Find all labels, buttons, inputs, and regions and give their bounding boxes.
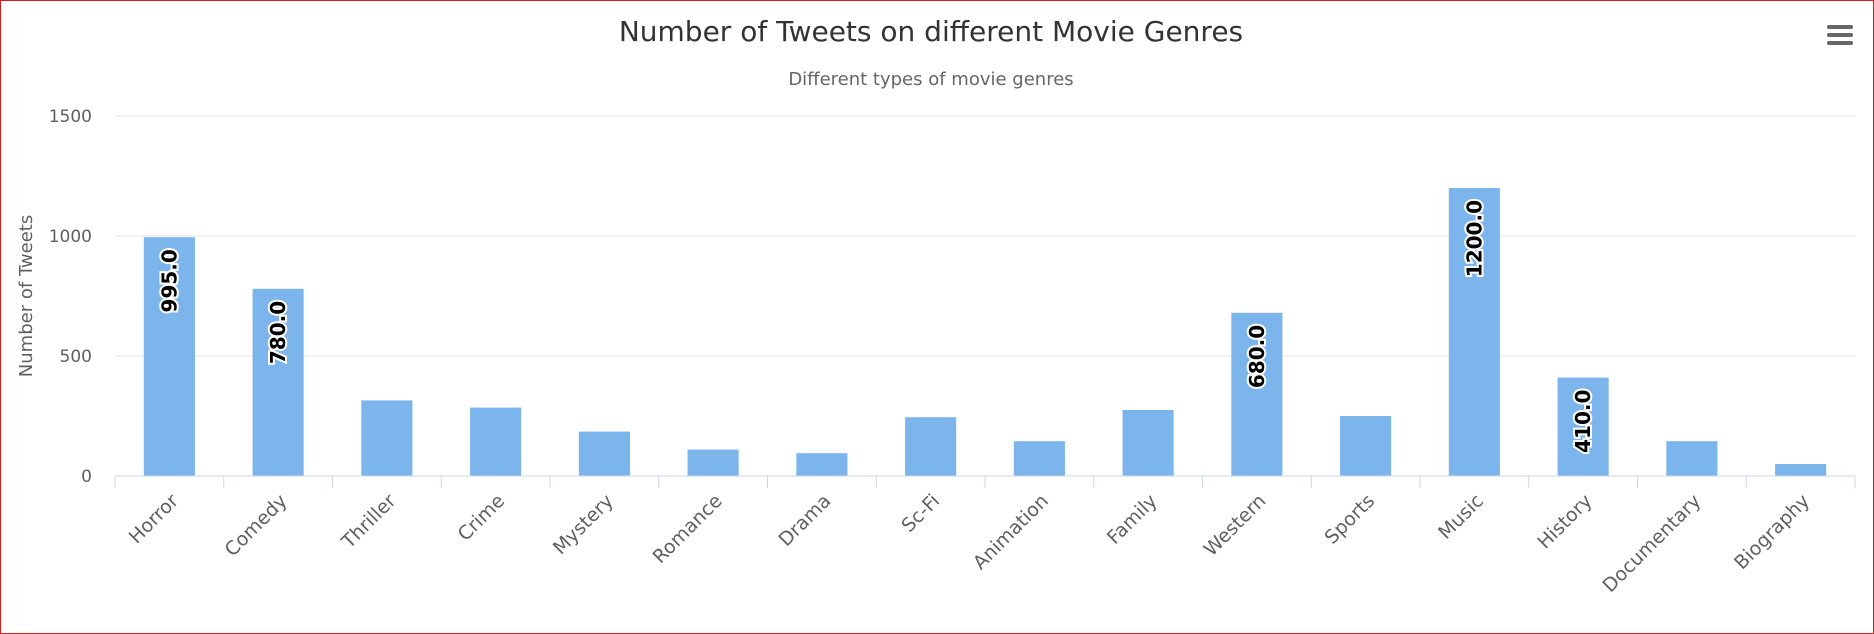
bar-comedy[interactable] [252,288,304,476]
hamburger-menu-icon[interactable] [1825,23,1855,49]
bar-drama[interactable] [796,453,848,476]
x-tick-label: Crime [454,490,510,546]
bar-biography[interactable] [1775,464,1827,476]
y-tick-label: 500 [60,347,92,367]
y-tick-label: 0 [81,467,92,487]
data-label: 780.0 [266,301,290,364]
bar-thriller[interactable] [361,400,413,476]
bar-history[interactable] [1557,377,1609,476]
y-tick-label: 1500 [49,107,92,127]
bar-family[interactable] [1122,410,1174,476]
bar-crime[interactable] [470,407,522,476]
bars [143,188,1827,476]
chart-title: Number of Tweets on different Movie Genr… [619,15,1243,48]
chart-subtitle: Different types of movie genres [788,69,1073,90]
x-tick-label: Drama [774,490,835,551]
x-tick-label: Animation [969,490,1053,574]
x-tick-label: Sc-Fi [897,490,944,537]
data-label: 410.0 [1571,390,1595,453]
bar-sc-fi[interactable] [905,417,957,476]
x-tick-label: History [1533,490,1596,553]
x-tick-label: Mystery [549,490,618,559]
x-tick-label: Thriller [337,490,401,554]
x-tick-label: Western [1200,490,1271,561]
x-tick-label: Documentary [1599,490,1706,597]
bar-sports[interactable] [1340,416,1392,476]
data-label: 1200.0 [1462,200,1486,277]
data-label: 995.0 [157,249,181,312]
x-tick-label: Biography [1730,490,1814,574]
y-tick-label: 1000 [49,227,92,247]
grid-lines [115,115,1855,357]
bar-animation[interactable] [1013,441,1065,476]
x-tick-label: Romance [649,490,727,568]
y-axis-ticks: 0 500 1000 1500 [49,107,92,487]
bar-horror[interactable] [143,237,195,476]
x-axis: Horror Comedy Thriller Crime Mystery Romance D… [114,475,1856,597]
bar-mystery[interactable] [578,431,630,476]
x-tick-label: Comedy [221,490,292,561]
data-labels: 995.0 780.0 680.0 1200.0 410.0 [155,198,1597,455]
x-tick-label: Music [1434,490,1488,544]
y-axis-label: Number of Tweets [16,215,37,377]
data-label: 680.0 [1245,325,1269,388]
x-tick-label: Sports [1321,490,1380,549]
bar-western[interactable] [1231,312,1283,476]
x-tick-label: Family [1103,490,1162,549]
x-tick-label: Horror [125,490,183,548]
bar-romance[interactable] [687,449,739,476]
bar-documentary[interactable] [1666,441,1718,476]
bar-music[interactable] [1448,188,1500,476]
